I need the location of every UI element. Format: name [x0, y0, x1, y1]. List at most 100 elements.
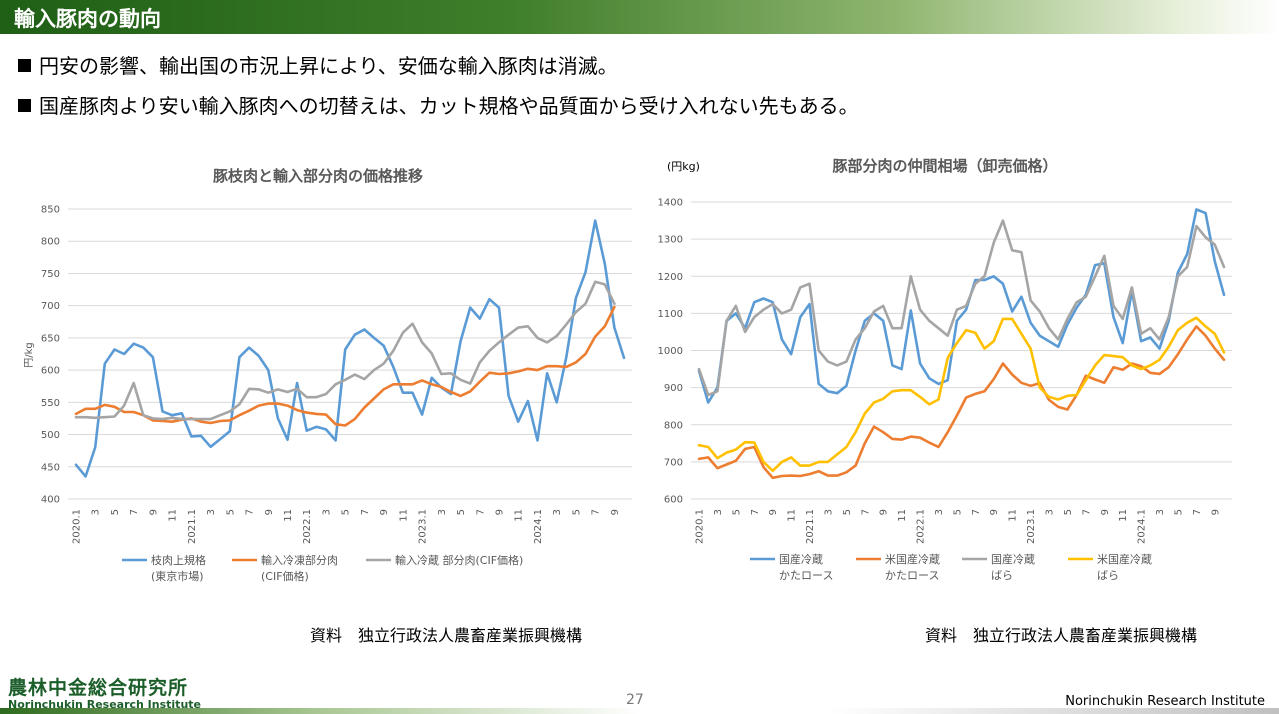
right-y-tick-label: 1400 [658, 198, 683, 209]
right-x-tick-label: 11 [1008, 509, 1019, 522]
left-x-tick-label: 7 [129, 509, 140, 515]
left-legend-label-2: 輸入冷凍部分肉 [261, 553, 338, 567]
right-x-tick-label: 11 [787, 509, 798, 522]
chart-pork-cut-wholesale-prices: 豚部分肉の仲間相場（卸売価格） 600 700 800 900 1000 1100 1200 1… [650, 150, 1270, 600]
right-y-tick-label: 700 [664, 457, 683, 468]
right-x-tick-label: 7 [1081, 509, 1092, 515]
right-y-axis-label: (円kg) [667, 160, 700, 173]
right-x-tick-label: 5 [842, 509, 853, 515]
chart-right-svg: 豚部分肉の仲間相場（卸売価格） 600 700 800 900 1000 1100 1200 1… [658, 157, 1232, 582]
left-y-tick-label: 700 [41, 301, 60, 312]
right-x-tick-label: 3 [823, 509, 834, 515]
left-y-tick-label: 500 [41, 430, 60, 441]
left-y-tick-label: 650 [41, 333, 60, 344]
left-y-tick-label: 800 [41, 237, 60, 248]
right-y-tick-label: 900 [664, 383, 683, 394]
logo-japanese-text: 農林中金総合研究所 [8, 677, 189, 699]
right-y-tick-label: 600 [664, 495, 683, 506]
footer-line-right [828, 708, 1279, 714]
right-y-tick-label: 1000 [658, 346, 683, 357]
left-series-line-2 [74, 305, 616, 427]
right-series-line-4 [697, 316, 1226, 473]
left-x-tick-label: 3 [321, 509, 332, 515]
right-x-tick-label: 2020.1 [695, 509, 706, 544]
square-bullet-icon [18, 99, 31, 112]
right-x-tick-label: 3 [713, 509, 724, 515]
square-bullet-icon [18, 59, 31, 72]
left-x-tick-label: 2022.1 [302, 509, 313, 544]
left-x-tick-label: 9 [495, 509, 506, 515]
logo-english-text: Norinchukin Research Institute [8, 698, 201, 711]
left-x-tick-label: 3 [91, 509, 102, 515]
right-legend-label-1: 国産冷蔵 [779, 553, 823, 566]
right-x-tick-label: 5 [952, 509, 963, 515]
footer-line-left [0, 708, 640, 714]
source-note-right: 資料 独立行政法人農畜産業振興機構 [925, 626, 1198, 645]
right-x-tick-label: 11 [897, 509, 908, 522]
left-x-tick-label: 5 [456, 509, 467, 515]
left-y-tick-label: 550 [41, 398, 60, 409]
left-x-tick-label: 7 [475, 509, 486, 515]
left-x-tick-label: 9 [610, 509, 621, 515]
right-x-tick-label: 2024.1 [1137, 509, 1148, 544]
right-x-tick-label: 7 [860, 509, 871, 515]
left-x-tick-label: 3 [206, 509, 217, 515]
left-x-tick-label: 5 [225, 509, 236, 515]
left-y-tick-label: 600 [41, 366, 60, 377]
bullet-point-1: 円安の影響、輸出国の市況上昇により、安価な輸入豚肉は消滅。 [18, 50, 618, 79]
left-series-line-1 [74, 219, 626, 478]
left-legend-label-1: (東京市場) [151, 569, 204, 583]
right-x-tick-label: 9 [768, 509, 779, 515]
left-x-tick-label: 5 [110, 509, 121, 515]
left-y-tick-label: 750 [41, 269, 60, 280]
left-x-tick-label: 7 [591, 509, 602, 515]
left-x-tick-label: 11 [514, 509, 525, 522]
footer-organization: Norinchukin Research Institute [1065, 694, 1265, 709]
right-x-tick-label: 2022.1 [916, 509, 927, 544]
left-x-tick-label: 2020.1 [72, 509, 83, 544]
right-x-tick-label: 5 [1173, 509, 1184, 515]
company-logo: 農林中金総合研究所 Norinchukin Research Institute [8, 673, 201, 711]
left-x-tick-label: 5 [341, 509, 352, 515]
left-y-axis-label: 円/kg [24, 342, 35, 368]
right-legend-label-1: かたロース [779, 569, 833, 582]
right-series-line-3 [697, 219, 1226, 397]
right-x-tick-label: 2021.1 [805, 509, 816, 544]
right-x-tick-label: 7 [1192, 509, 1203, 515]
right-legend-label-2: 米国産冷蔵 [885, 553, 940, 566]
right-series-line-1 [697, 208, 1226, 404]
right-legend-label-4: 米国産冷蔵 [1097, 553, 1152, 566]
right-x-tick-label: 3 [1155, 509, 1166, 515]
left-y-tick-label: 400 [41, 495, 60, 506]
right-y-tick-label: 1200 [658, 272, 683, 283]
bullet-point-2: 国産豚肉より安い輸入豚肉への切替えは、カット規格や品質面から受け入れない先もある… [18, 90, 859, 119]
chart-pork-carcass-import-prices: 豚枝肉と輸入部分肉の価格推移 400 450 500 550 600 650 700 750 80… [10, 150, 640, 600]
page-number: 27 [626, 692, 644, 708]
left-y-tick-label: 850 [41, 205, 60, 216]
right-chart-title: 豚部分肉の仲間相場（卸売価格） [832, 157, 1057, 175]
right-x-tick-label: 9 [1210, 509, 1221, 515]
source-note-left: 資料 独立行政法人農畜産業振興機構 [310, 626, 583, 645]
left-x-tick-label: 2021.1 [187, 509, 198, 544]
left-x-tick-label: 9 [264, 509, 275, 515]
left-x-tick-label: 11 [168, 509, 179, 522]
right-x-tick-label: 7 [750, 509, 761, 515]
right-legend-label-2: かたロース [885, 569, 939, 582]
right-x-tick-label: 2023.1 [1026, 509, 1037, 544]
left-x-tick-label: 7 [360, 509, 371, 515]
chart-left-svg: 豚枝肉と輸入部分肉の価格推移 400 450 500 550 600 650 700 750 80… [24, 167, 632, 583]
left-x-tick-label: 3 [437, 509, 448, 515]
right-legend-label-4: ばら [1097, 569, 1119, 582]
left-legend-label-3: 輸入冷蔵 部分肉(CIF価格) [395, 553, 523, 567]
right-y-tick-label: 1100 [658, 309, 683, 320]
right-legend-label-3: 国産冷蔵 [991, 553, 1035, 566]
right-x-tick-label: 3 [934, 509, 945, 515]
title-bar: 輸入豚肉の動向 [0, 0, 1279, 34]
bullet-text-2: 国産豚肉より安い輸入豚肉への切替えは、カット規格や品質面から受け入れない先もある… [39, 94, 859, 118]
left-x-tick-label: 3 [552, 509, 563, 515]
right-x-tick-label: 7 [971, 509, 982, 515]
left-x-tick-label: 11 [283, 509, 294, 522]
right-series-line-2 [697, 325, 1226, 480]
left-legend-label-1: 枝肉上規格 [151, 553, 206, 567]
left-x-tick-label: 9 [379, 509, 390, 515]
